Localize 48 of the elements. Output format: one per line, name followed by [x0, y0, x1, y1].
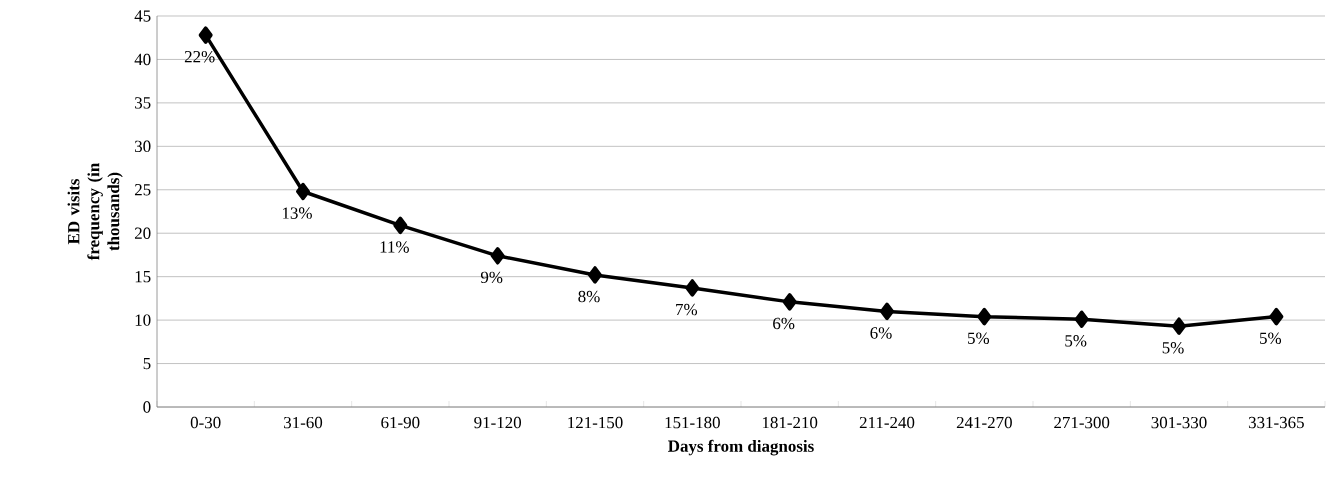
annotation: 8% [578, 290, 600, 303]
x-tick-label: 271-300 [1054, 416, 1110, 429]
annotation: 5% [1162, 342, 1184, 354]
y-tick-label: 0 [143, 401, 151, 413]
annotation: 5% [968, 332, 990, 344]
y-tick-label: 35 [135, 97, 151, 109]
x-tick-label: 181-210 [762, 416, 818, 429]
point [685, 279, 700, 297]
annotation: 22% [184, 50, 215, 63]
annotation: 6% [773, 317, 795, 330]
annotation: 6% [870, 327, 892, 339]
point [490, 247, 505, 265]
point [1269, 307, 1284, 326]
y-tick-label: 10 [135, 314, 151, 326]
x-tick-label: 151-180 [665, 416, 720, 429]
annotation: 5% [1260, 332, 1282, 344]
point [1074, 310, 1089, 328]
point [1172, 317, 1186, 335]
annotation: 7% [676, 303, 698, 316]
point [588, 266, 602, 284]
y-tick-label: 40 [134, 53, 151, 66]
y-tick-label: 45 [134, 10, 151, 22]
y-tick-label: 30 [135, 140, 151, 153]
x-tick-label: 331-365 [1248, 416, 1304, 429]
x-tick-label: 121-150 [568, 416, 623, 429]
point [880, 302, 894, 321]
x-tick-label: 301-330 [1151, 416, 1207, 429]
x-tick-label: 211-240 [859, 416, 915, 429]
annotation: 9% [480, 271, 503, 284]
y-axis-title: ED visits frequency (in thousands) [67, 162, 123, 261]
point [782, 293, 797, 311]
y-tick-label: 15 [135, 270, 151, 283]
x-tick-label: 0-30 [190, 416, 221, 429]
x-tick-label: 61-90 [381, 416, 420, 429]
point [977, 307, 992, 326]
annotation: 13% [282, 207, 312, 219]
y-tick-label: 25 [134, 184, 151, 196]
y-tick-label: 5 [143, 357, 151, 370]
x-tick-label: 31-60 [284, 416, 323, 429]
point [198, 26, 213, 44]
annotation: 11% [380, 241, 409, 253]
x-tick-label: 91-120 [474, 416, 522, 429]
point [393, 216, 408, 235]
x-tick-label: 241-270 [956, 416, 1012, 429]
x-axis-title: Days from diagnosis [668, 439, 814, 456]
y-tick-label: 20 [134, 227, 151, 239]
point [296, 182, 310, 201]
annotation: 5% [1065, 335, 1087, 347]
